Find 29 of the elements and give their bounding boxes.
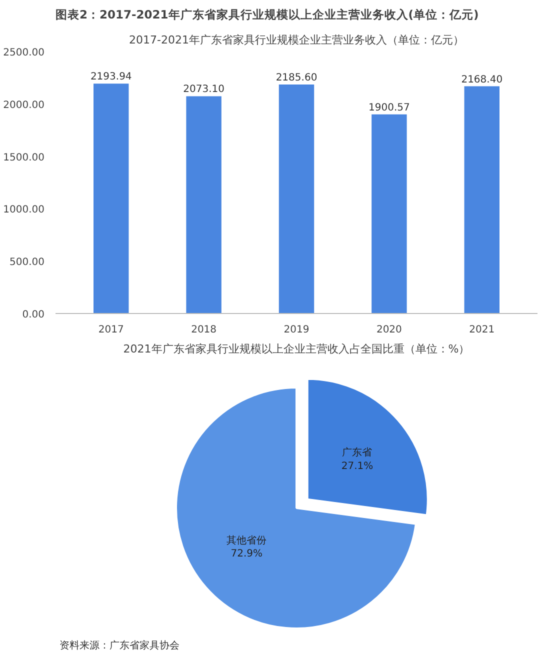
chart-title: 2021年广东省家具行业规模以上企业主营收入占全国比重（单位：%） — [123, 342, 470, 356]
y-tick-label: 500.00 — [10, 257, 45, 268]
data-label: 1900.57 — [368, 102, 410, 114]
data-label: 72.9% — [230, 548, 263, 560]
y-tick-label: 2500.00 — [3, 48, 45, 58]
data-label: 2168.40 — [461, 74, 503, 86]
y-tick-label: 1500.00 — [3, 152, 45, 164]
data-label: 2185.60 — [276, 72, 318, 84]
slice-label: 广东省 — [342, 446, 372, 459]
bar — [372, 114, 407, 314]
text: 资料来源：广东省家具协会 — [60, 640, 180, 652]
x-tick-label: 2018 — [191, 324, 217, 336]
y-tick-label: 0.00 — [22, 310, 44, 320]
x-tick-label: 2021 — [469, 324, 495, 336]
x-tick-label: 2020 — [376, 324, 402, 336]
bar — [464, 86, 500, 314]
y-tick-label: 1000.00 — [3, 204, 45, 216]
data-label: 2073.10 — [183, 84, 224, 96]
data-label: 2193.94 — [90, 72, 132, 83]
bar — [186, 96, 222, 314]
x-tick-label: 2019 — [284, 324, 310, 336]
bar — [278, 84, 314, 314]
chart-title: 图表2：2017-2021年广东省家具行业规模以上企业主营业务收入(单位：亿元) — [56, 8, 479, 22]
bar — [94, 84, 129, 314]
y-tick-label: 2000.00 — [3, 100, 45, 111]
data-label: 27.1% — [341, 460, 374, 472]
chart-subtitle: 2017-2021年广东省家具行业规模企业主营业务收入（单位：亿元） — [129, 34, 464, 46]
slice-label: 其他省份 — [226, 534, 267, 546]
x-tick-label: 2017 — [98, 324, 124, 336]
